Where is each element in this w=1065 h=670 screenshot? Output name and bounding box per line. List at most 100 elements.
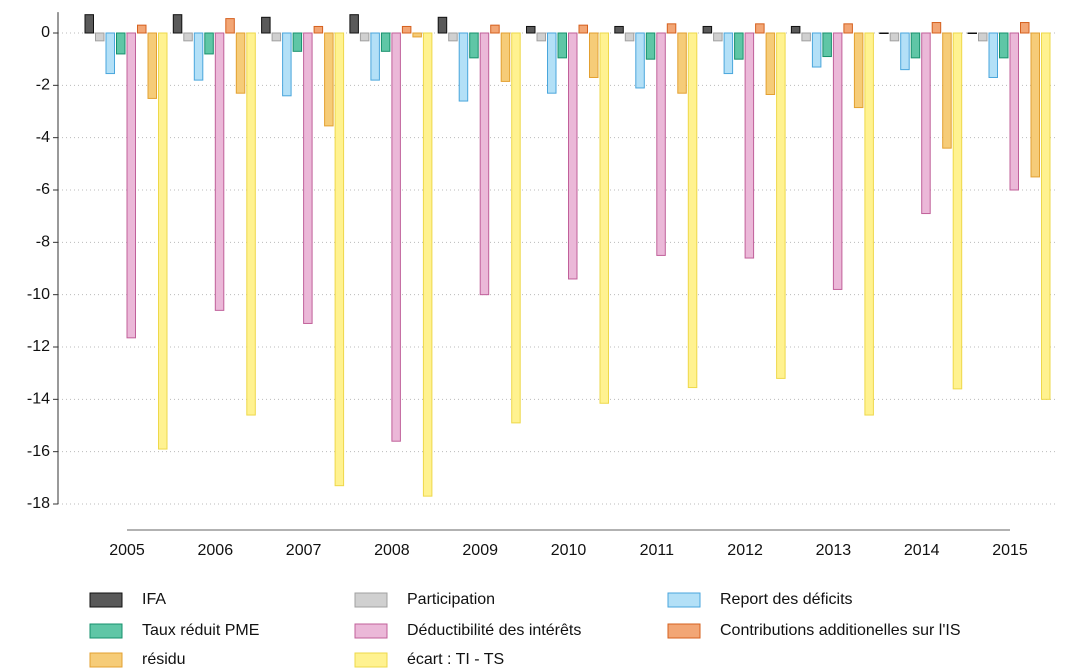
bar <box>490 24 500 34</box>
bar <box>744 32 755 259</box>
bar <box>401 25 412 34</box>
bar <box>578 24 588 34</box>
y-tick-label: -14 <box>27 391 50 408</box>
bar <box>172 14 183 34</box>
y-tick-label: -10 <box>27 286 50 303</box>
bar <box>246 32 256 416</box>
bar <box>500 32 511 82</box>
bar <box>589 32 599 78</box>
bar <box>734 32 744 60</box>
legend-swatch <box>89 592 123 608</box>
bar <box>1009 32 1019 191</box>
bar <box>303 32 313 324</box>
bar <box>801 32 811 42</box>
bar <box>635 32 645 89</box>
x-tick-label: 2006 <box>198 542 234 559</box>
bar <box>422 32 433 497</box>
bar <box>656 32 666 256</box>
bar <box>811 32 822 68</box>
bar <box>448 32 458 42</box>
bar <box>790 25 801 34</box>
bar <box>458 32 469 102</box>
bar <box>183 32 193 42</box>
legend-swatch <box>354 623 388 639</box>
bar <box>765 32 776 95</box>
bar <box>261 16 271 34</box>
bar <box>713 32 723 42</box>
bar <box>942 32 952 149</box>
bar <box>988 32 998 78</box>
bar <box>822 32 832 58</box>
bar <box>864 32 874 416</box>
bar <box>999 32 1009 59</box>
bar <box>235 32 246 94</box>
bar <box>324 32 334 127</box>
y-tick-label: 0 <box>41 24 50 41</box>
bar <box>645 32 656 60</box>
bar <box>568 32 578 280</box>
bar <box>921 32 931 215</box>
bar <box>334 32 345 487</box>
x-tick-label: 2015 <box>992 542 1028 559</box>
legend-swatch <box>667 592 701 608</box>
bar <box>282 32 292 97</box>
bar <box>271 32 282 42</box>
bar <box>158 32 168 450</box>
bar <box>412 32 422 38</box>
legend-swatch <box>354 592 388 608</box>
x-tick-label: 2013 <box>816 542 852 559</box>
bar <box>599 32 609 404</box>
x-tick-label: 2011 <box>640 542 675 559</box>
bar <box>879 32 889 34</box>
bar <box>370 32 380 81</box>
bar <box>931 22 942 34</box>
bar <box>225 18 235 34</box>
bar <box>677 32 687 94</box>
bar <box>1041 32 1051 400</box>
legend-label: écart : TI - TS <box>407 651 504 668</box>
y-tick-label: -18 <box>27 495 50 512</box>
bar <box>349 14 359 34</box>
legend-label: résidu <box>142 651 186 668</box>
bar <box>952 32 963 390</box>
legend-label: Report des déficits <box>720 591 853 608</box>
bar <box>313 25 324 34</box>
x-tick-label: 2010 <box>551 542 587 559</box>
bar <box>666 23 677 34</box>
bar <box>147 32 157 99</box>
bar <box>967 32 977 34</box>
legend-label: Déductibilité des intérêts <box>407 622 581 639</box>
bar <box>900 32 910 71</box>
bar <box>1030 32 1040 178</box>
legend-swatch <box>667 623 701 639</box>
bar <box>84 14 94 34</box>
y-tick-label: -6 <box>36 181 50 198</box>
x-tick-label: 2008 <box>374 542 410 559</box>
bar <box>536 32 546 42</box>
bar <box>843 23 853 34</box>
bar <box>723 32 734 75</box>
bar <box>193 32 204 81</box>
legend-swatch <box>354 652 388 668</box>
bar <box>526 25 536 34</box>
x-tick-label: 2009 <box>462 542 498 559</box>
bar <box>978 32 988 42</box>
bar <box>557 32 567 59</box>
bar <box>437 16 448 34</box>
bar <box>910 32 921 59</box>
bar <box>380 32 391 52</box>
bar <box>292 32 303 52</box>
bar <box>137 24 147 34</box>
y-tick-label: -12 <box>27 338 50 355</box>
bar <box>391 32 401 442</box>
bar <box>359 32 370 42</box>
y-tick-label: -16 <box>27 443 50 460</box>
bar <box>889 32 900 42</box>
bar <box>614 25 624 34</box>
y-tick-label: -2 <box>36 77 50 94</box>
legend-swatch <box>89 623 123 639</box>
x-tick-label: 2012 <box>727 542 763 559</box>
bar <box>624 32 635 42</box>
bar <box>126 32 136 339</box>
